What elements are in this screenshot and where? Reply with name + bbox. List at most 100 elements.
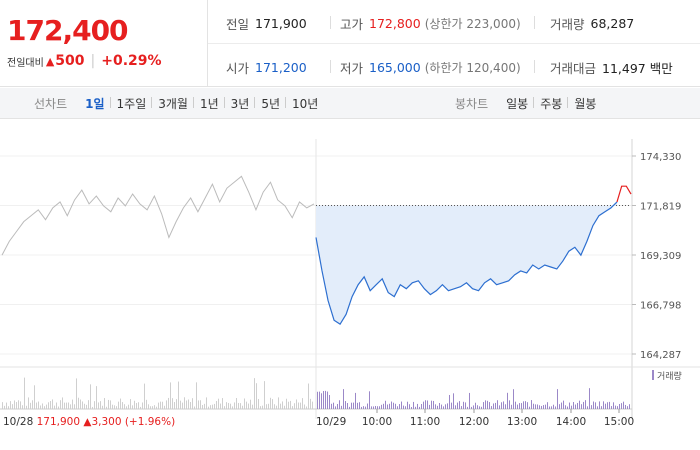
volume-bar bbox=[248, 403, 249, 409]
quote-info: 전일 171,900 고가 172,800 (상한가 223,000) 거래량 … bbox=[208, 0, 700, 87]
volume-bar bbox=[457, 402, 458, 409]
open-value: 171,200 bbox=[255, 60, 307, 75]
volume-bar bbox=[415, 406, 416, 409]
volume-bar bbox=[439, 402, 440, 409]
volume-bar bbox=[363, 406, 364, 409]
info-row-1: 전일 171,900 고가 172,800 (상한가 223,000) 거래량 … bbox=[208, 0, 700, 44]
volume-bar bbox=[429, 404, 430, 409]
period-1y[interactable]: 1년 bbox=[192, 95, 225, 112]
quote-panel: 172,400 전일대비 ▲ 500 | +0.29% 전일 171,900 고… bbox=[0, 0, 700, 87]
volume-bar bbox=[46, 404, 47, 409]
volume-bar bbox=[284, 405, 285, 409]
volume-bar bbox=[232, 406, 233, 409]
volume-bar bbox=[567, 406, 568, 409]
volume-bar bbox=[256, 383, 257, 409]
volume-bar bbox=[258, 398, 259, 409]
volume-bar bbox=[569, 402, 570, 409]
period-3y[interactable]: 3년 bbox=[223, 95, 256, 112]
volume-bar bbox=[224, 406, 225, 409]
volume-bar bbox=[589, 388, 590, 409]
volume-bar bbox=[533, 403, 534, 409]
volume-bar bbox=[196, 382, 197, 409]
period-5y[interactable]: 5년 bbox=[254, 95, 286, 112]
open-price: 시가 171,200 bbox=[226, 58, 307, 77]
volume-bar bbox=[617, 406, 618, 409]
volume-bar bbox=[234, 402, 235, 409]
volume-bar bbox=[337, 403, 338, 409]
volume-bar bbox=[48, 402, 49, 409]
volume-bar bbox=[525, 401, 526, 409]
volume-bar bbox=[298, 402, 299, 409]
volume-bar bbox=[485, 400, 486, 409]
today-line bbox=[315, 201, 618, 326]
volume-bar bbox=[166, 400, 167, 409]
time-label: 11:00 bbox=[410, 416, 440, 428]
volume-bar bbox=[86, 404, 87, 409]
volume-bar bbox=[188, 399, 189, 409]
volume-bar bbox=[142, 402, 143, 409]
candle-weekly[interactable]: 주봉 bbox=[533, 95, 568, 112]
volume-bar bbox=[26, 405, 27, 409]
volume-bar bbox=[497, 400, 498, 409]
volume-bar bbox=[463, 401, 464, 409]
volume-bar bbox=[443, 406, 444, 409]
volume-bar bbox=[216, 401, 217, 409]
volume-bar bbox=[385, 400, 386, 409]
volume-bar bbox=[90, 384, 91, 409]
volume-bar bbox=[431, 400, 432, 409]
volume-bar bbox=[4, 405, 5, 409]
volume-bar bbox=[304, 404, 305, 409]
volume-bar bbox=[603, 401, 604, 409]
open-label: 시가 bbox=[226, 61, 250, 76]
volume-bar bbox=[593, 401, 594, 409]
y-tick-label: 174,330 bbox=[640, 152, 681, 163]
volume-bar bbox=[477, 405, 478, 409]
volume-bar bbox=[487, 400, 488, 409]
volume-bar bbox=[495, 402, 496, 409]
volume-bar bbox=[531, 400, 532, 409]
volume-bar bbox=[126, 406, 127, 409]
volume-bar bbox=[335, 406, 336, 409]
volume-bar bbox=[32, 400, 33, 409]
price-box: 172,400 전일대비 ▲ 500 | +0.29% bbox=[0, 0, 208, 87]
volume-bar bbox=[459, 401, 460, 409]
volume-bar bbox=[178, 381, 179, 409]
period-1w[interactable]: 1주일 bbox=[109, 95, 153, 112]
volume-bar bbox=[84, 403, 85, 409]
period-1d[interactable]: 1일 bbox=[85, 97, 105, 111]
candle-daily[interactable]: 일봉 bbox=[506, 97, 529, 111]
volume-bar bbox=[120, 398, 121, 409]
period-3m[interactable]: 3개월 bbox=[151, 95, 194, 112]
volume-bar bbox=[176, 399, 177, 409]
volume-bar bbox=[417, 403, 418, 409]
y-tick-label: 166,798 bbox=[640, 301, 681, 312]
line-chart-label: 선차트 bbox=[34, 97, 68, 111]
volume-bar bbox=[154, 405, 155, 409]
volume-bar bbox=[555, 406, 556, 409]
volume-bar bbox=[226, 402, 227, 409]
volume-legend-swatch bbox=[652, 370, 654, 380]
volume-bar bbox=[573, 402, 574, 409]
volume-bar bbox=[481, 406, 482, 409]
volume-bar bbox=[329, 394, 330, 409]
volume-bar bbox=[551, 406, 552, 409]
volume-bar bbox=[523, 401, 524, 409]
volume-bar bbox=[501, 402, 502, 409]
volume-bar bbox=[182, 402, 183, 409]
volume-bar bbox=[465, 402, 466, 409]
volume-bar bbox=[98, 402, 99, 409]
prev-close-label: 전일 bbox=[226, 17, 250, 32]
volume-bar bbox=[70, 404, 71, 409]
volume-bar bbox=[451, 402, 452, 409]
volume-bar bbox=[527, 402, 528, 409]
candle-monthly[interactable]: 월봉 bbox=[567, 95, 602, 112]
volume-bar bbox=[493, 403, 494, 409]
volume-bar bbox=[250, 399, 251, 409]
time-label: 14:00 bbox=[556, 416, 586, 428]
volume-bar bbox=[220, 403, 221, 409]
volume-bar bbox=[621, 403, 622, 409]
volume-bar bbox=[601, 406, 602, 409]
period-10y[interactable]: 10년 bbox=[285, 95, 324, 112]
volume-bar bbox=[361, 406, 362, 409]
volume-bar bbox=[290, 400, 291, 409]
